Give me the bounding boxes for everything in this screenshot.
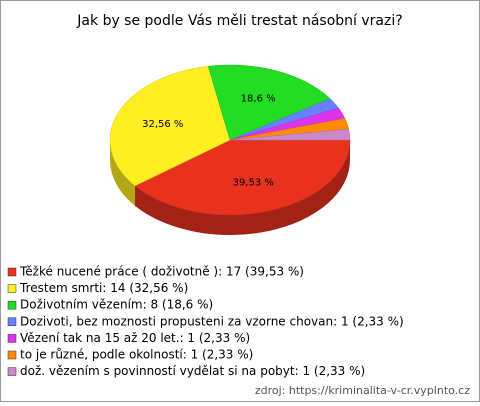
legend-label: dož. vězením s povinností vydělat si na … (20, 364, 365, 378)
legend-label: Dozivoti, bez moznosti propusteni za vzo… (20, 314, 404, 328)
legend-swatch (7, 300, 17, 310)
data-label: 32,56 % (142, 119, 183, 130)
slice (109, 65, 231, 187)
legend-swatch (7, 267, 17, 277)
chart-title: Jak by se podle Vás měli trestat násobní… (76, 13, 402, 29)
slice (134, 139, 351, 216)
slice (229, 128, 351, 141)
slice-side (110, 140, 136, 206)
slice (207, 64, 331, 141)
slice-side (135, 140, 350, 235)
legend-swatch (7, 317, 17, 327)
legend-swatch (7, 350, 17, 360)
legend-swatch (7, 367, 17, 376)
legend-swatch (7, 284, 17, 293)
legend-label: Doživotním vězením: 8 (18,6 %) (20, 298, 213, 312)
data-label: 39,53 % (233, 178, 274, 189)
data-label: 18,6 % (241, 94, 276, 105)
legend-label: Trestem smrti: 14 (32,56 %) (19, 281, 188, 295)
legend-label: to je různé, podle okolností: 1 (2,33 %) (20, 348, 253, 362)
legend-label: Vězení tak na 15 až 20 let.: 1 (2,33 %) (20, 331, 250, 345)
source: zdroj: https://kriminalita-v-cr.vyplnto.… (255, 384, 470, 397)
legend-label: Těžké nucené práce ( doživotně ): 17 (39… (19, 265, 304, 279)
legend-swatch (7, 334, 17, 343)
